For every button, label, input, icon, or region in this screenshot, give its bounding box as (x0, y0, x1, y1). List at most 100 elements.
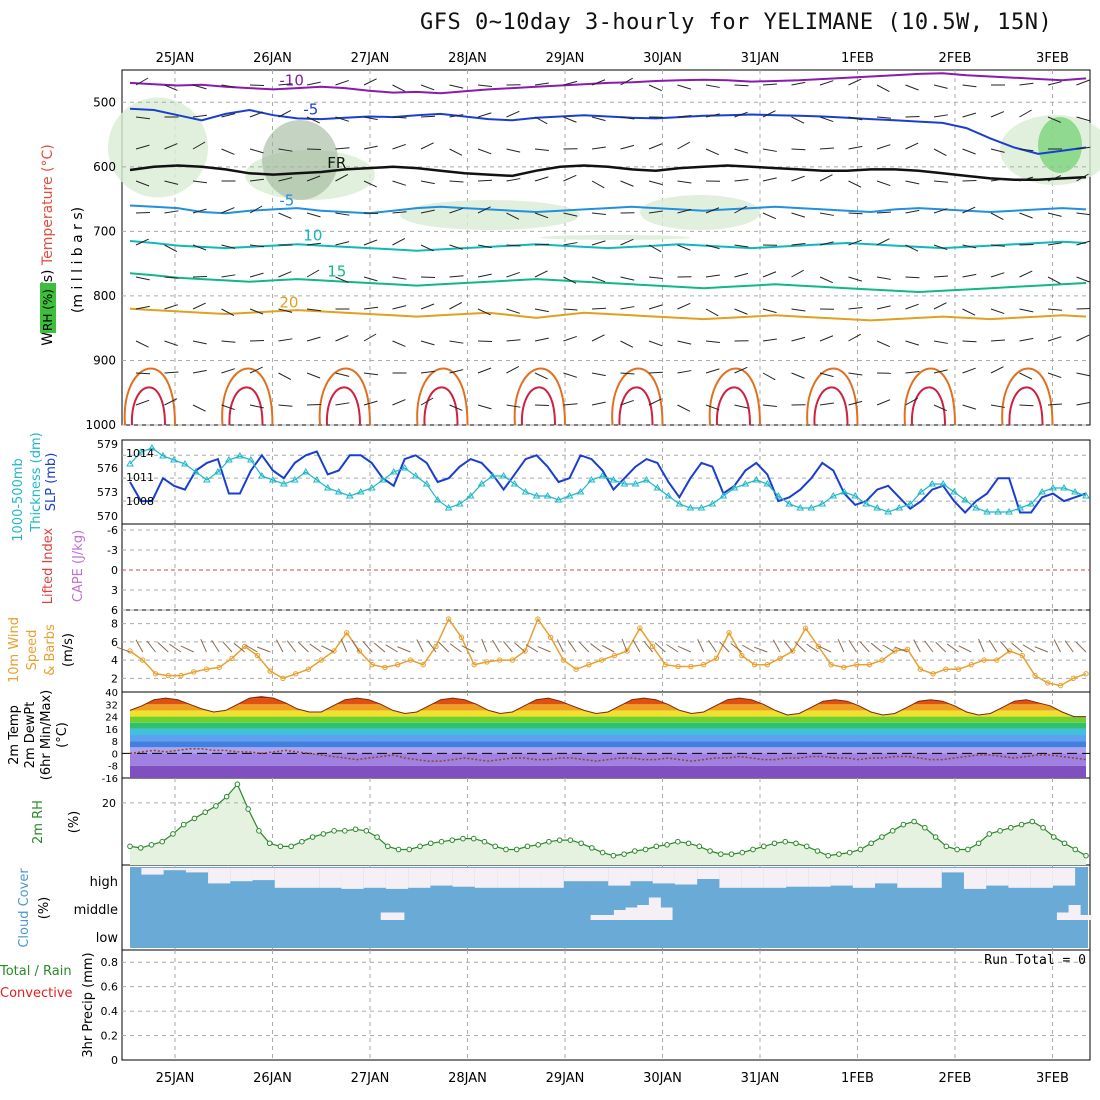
wind-barb (990, 366, 1004, 374)
temp-tick-label: 16 (105, 725, 118, 736)
rh-marker (449, 837, 456, 843)
rh-marker (975, 840, 982, 847)
rh-marker (900, 821, 907, 828)
thickness-marker (763, 480, 772, 487)
rh-marker (234, 781, 241, 788)
wind-barb (734, 308, 748, 315)
rh-marker (213, 803, 219, 809)
wind-barb (648, 210, 663, 214)
thickness-marker (367, 484, 376, 491)
wind-barb (677, 302, 691, 310)
wind-barb (506, 212, 520, 220)
wind-barb (420, 370, 435, 374)
wind-barb (962, 404, 977, 410)
wind-barb (278, 109, 292, 118)
isotherm-loop (123, 367, 176, 426)
thickness-marker (532, 492, 541, 499)
wind-barb (392, 143, 406, 150)
wind-speed-marker (841, 664, 847, 671)
surface-wind-barb (794, 642, 806, 653)
rh-marker (481, 838, 488, 845)
cloud-high-bar (719, 868, 742, 888)
wind-barb (933, 275, 949, 278)
cloud-high-bar (519, 868, 542, 888)
wind-barb (135, 238, 149, 246)
wind-barb (819, 276, 833, 284)
thickness-marker (499, 472, 508, 479)
wind-barb (648, 180, 663, 186)
li-tick-label: 6 (111, 604, 118, 617)
wind-barb (677, 340, 692, 345)
wind-barb (677, 208, 692, 214)
wind-barb (962, 112, 977, 118)
surface-wind-barb (848, 639, 857, 653)
surface-wind-barb (340, 638, 348, 653)
rh-marker (137, 845, 144, 851)
date-label-top: 29JAN (546, 51, 585, 66)
thickness-marker (719, 492, 728, 499)
wind-barb (791, 81, 806, 86)
rh-legend-label: RH (%) (41, 289, 55, 331)
isotherm-label: -5 (279, 191, 294, 209)
wind-barb (905, 142, 919, 150)
wind-speed-marker (407, 657, 414, 663)
wind-speed-marker (178, 672, 184, 679)
thickness-marker (884, 508, 893, 515)
wind-barb (449, 207, 463, 214)
wind-barb (477, 84, 492, 87)
cloud-high-bar (319, 868, 342, 888)
thickness-marker (862, 500, 871, 507)
wind-speed-marker (764, 661, 771, 668)
isotherm-0 (129, 72, 1087, 95)
temp-axis-label: 2m Temp (7, 705, 22, 765)
wind-barb (591, 180, 605, 189)
wind-barb (363, 239, 378, 246)
surface-wind-barb (1034, 646, 1048, 653)
date-label-bottom: 26JAN (253, 1071, 292, 1086)
wind-barb (762, 271, 777, 278)
thickness-marker (444, 504, 453, 511)
wind-speed-marker (700, 661, 707, 668)
wind-barb (819, 116, 834, 123)
temp-tick-label: 40 (105, 688, 118, 699)
rh-marker (685, 840, 692, 847)
wind-barb (620, 238, 634, 246)
thickness-marker (730, 484, 739, 491)
rh-marker (782, 838, 789, 845)
wind-barb (192, 208, 207, 214)
rh-marker (760, 843, 767, 850)
pressure-tick-label: 500 (93, 95, 116, 109)
wind-barb (591, 401, 606, 406)
rh-marker (460, 835, 466, 842)
wind-barb (734, 244, 749, 248)
wind-barb (477, 244, 492, 249)
isotherm-loop (813, 386, 849, 426)
surface-wind-barb (222, 641, 233, 653)
rh-shading (640, 195, 760, 230)
thickness-marker (708, 500, 717, 507)
surface-wind-barb (1053, 639, 1061, 653)
thickness-marker (257, 472, 266, 479)
temp-color-band (130, 728, 1086, 735)
thickness-marker (642, 476, 651, 483)
surface-wind-barb (492, 639, 501, 653)
wind-barb (392, 237, 406, 246)
thickness-marker (356, 488, 365, 495)
cloud-high-bar (674, 868, 698, 885)
thickness-marker (631, 480, 640, 487)
wind-barb (563, 276, 577, 284)
wind-barb (363, 333, 377, 342)
wind-speed-marker (165, 672, 171, 679)
li-tick-label: 3 (111, 584, 118, 597)
isotherm-1 (129, 107, 1087, 155)
wind-barb (1019, 176, 1034, 182)
wind-speed-marker (509, 657, 516, 663)
wind-barb (762, 148, 777, 152)
wind-barb (392, 180, 406, 186)
wind-barb (819, 212, 834, 216)
surface-wind-barb (1064, 640, 1074, 653)
wind-barb (1019, 404, 1034, 407)
wind-barb (335, 147, 350, 150)
wind-barb (192, 244, 207, 251)
wind-speed-marker (955, 666, 962, 672)
